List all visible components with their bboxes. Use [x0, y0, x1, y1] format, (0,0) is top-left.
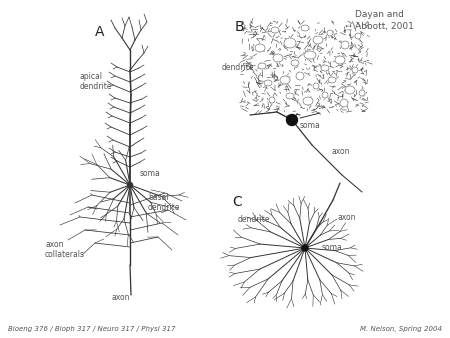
Ellipse shape — [322, 92, 328, 98]
Circle shape — [127, 183, 132, 188]
Ellipse shape — [355, 33, 361, 39]
Text: soma: soma — [322, 243, 343, 252]
Text: soma: soma — [300, 121, 321, 130]
Ellipse shape — [303, 97, 313, 105]
Text: axon: axon — [338, 214, 356, 222]
Ellipse shape — [296, 72, 304, 80]
Text: dendrite: dendrite — [222, 64, 255, 72]
Ellipse shape — [327, 30, 333, 36]
Ellipse shape — [304, 51, 316, 59]
Ellipse shape — [271, 27, 279, 33]
Ellipse shape — [341, 41, 349, 49]
Text: axon: axon — [112, 293, 130, 302]
Ellipse shape — [328, 77, 336, 83]
Text: axon: axon — [332, 147, 351, 156]
Ellipse shape — [284, 38, 296, 48]
Ellipse shape — [255, 44, 265, 52]
Ellipse shape — [340, 99, 348, 107]
Ellipse shape — [313, 36, 323, 44]
Ellipse shape — [264, 80, 272, 86]
Circle shape — [302, 245, 308, 251]
Ellipse shape — [280, 76, 290, 84]
Ellipse shape — [258, 63, 266, 69]
Ellipse shape — [321, 65, 329, 71]
Ellipse shape — [273, 54, 283, 62]
Ellipse shape — [359, 90, 365, 96]
Ellipse shape — [352, 67, 358, 73]
Text: axon
collaterals: axon collaterals — [45, 240, 85, 259]
Ellipse shape — [291, 60, 299, 66]
Text: M. Nelson, Spring 2004: M. Nelson, Spring 2004 — [360, 326, 442, 332]
Text: basal
dendrite: basal dendrite — [148, 193, 180, 212]
Text: Bioeng 376 / Bioph 317 / Neuro 317 / Physl 317: Bioeng 376 / Bioph 317 / Neuro 317 / Phy… — [8, 326, 176, 332]
Ellipse shape — [301, 25, 309, 31]
Text: apical
dendrite: apical dendrite — [80, 72, 112, 91]
Text: B: B — [235, 20, 245, 34]
Text: Dayan and
Abbott, 2001: Dayan and Abbott, 2001 — [355, 10, 414, 31]
Ellipse shape — [335, 56, 345, 64]
Text: soma: soma — [140, 169, 161, 177]
Ellipse shape — [286, 93, 294, 99]
Text: dendrite: dendrite — [238, 216, 270, 224]
Text: A: A — [95, 25, 104, 39]
Circle shape — [287, 115, 297, 125]
Ellipse shape — [313, 83, 319, 89]
Ellipse shape — [269, 97, 275, 103]
Text: C: C — [232, 195, 242, 209]
Ellipse shape — [345, 86, 355, 94]
